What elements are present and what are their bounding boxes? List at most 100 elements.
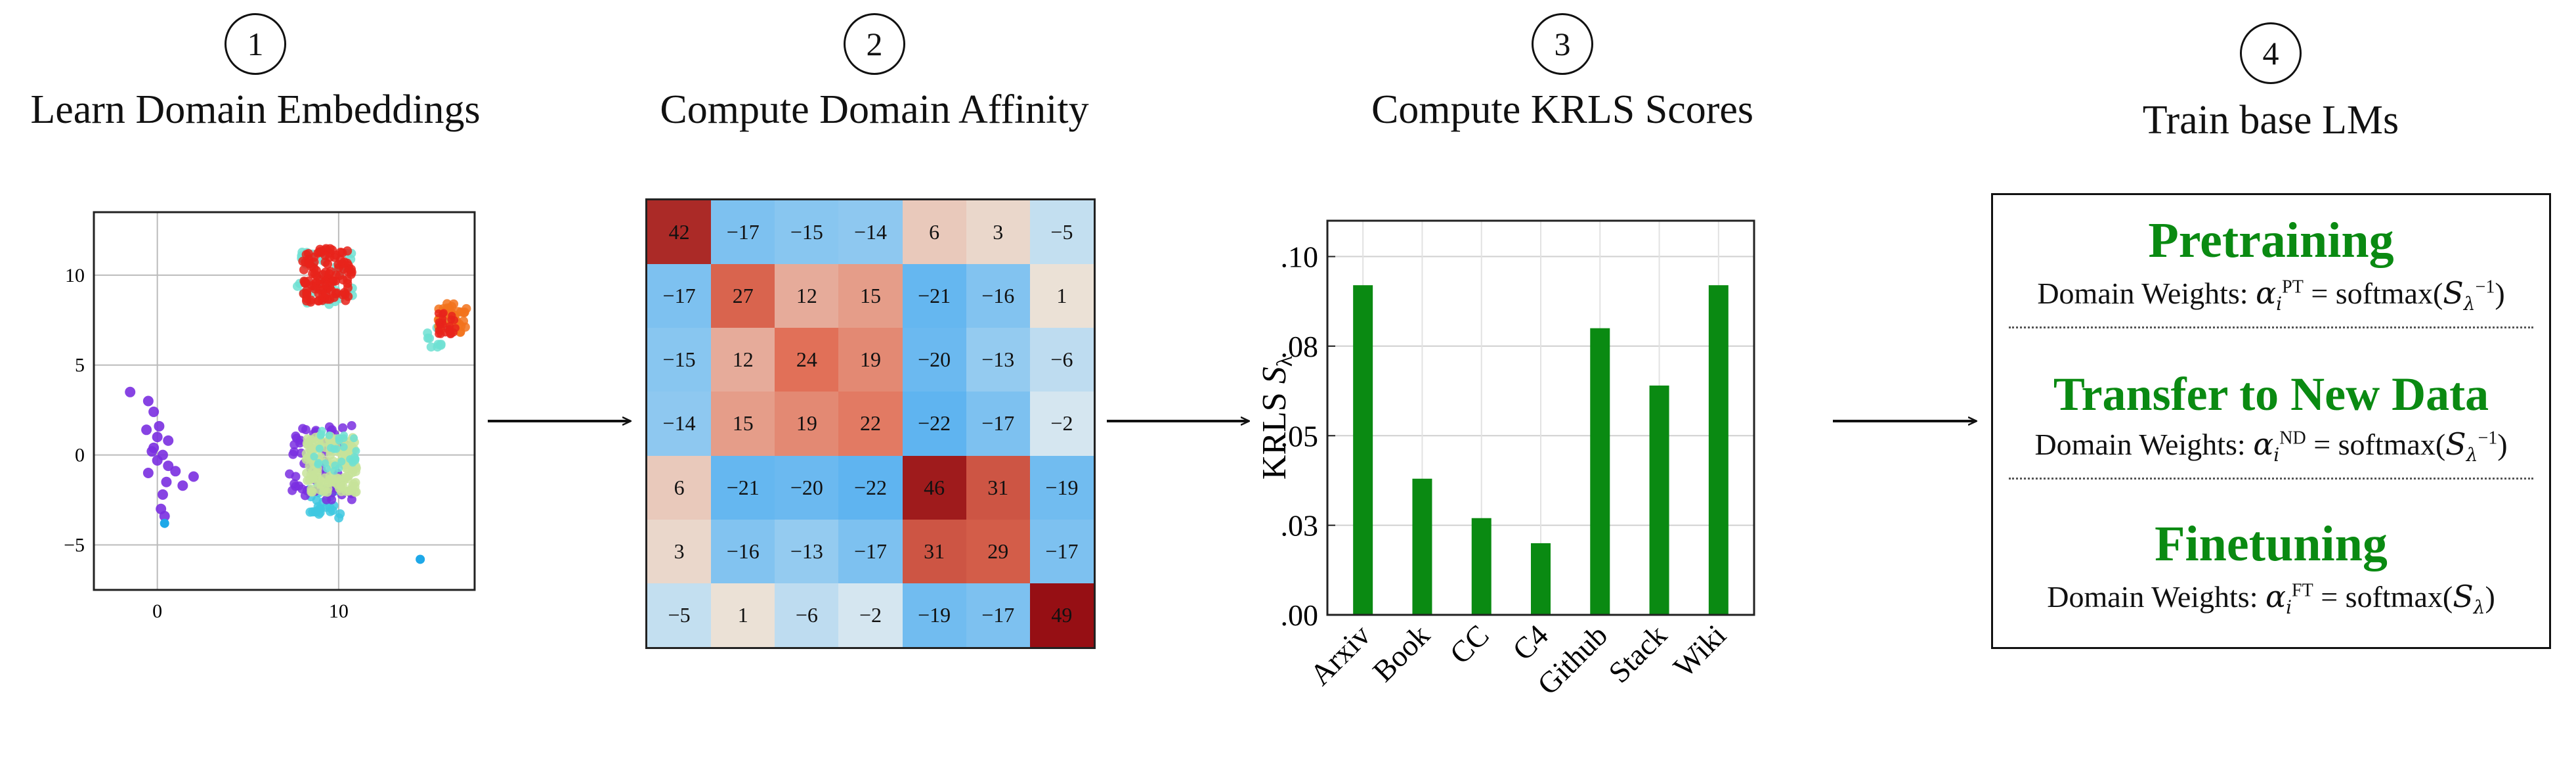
bar-y-tick-label: .10 [1281, 240, 1319, 274]
scatter-point [318, 426, 326, 435]
bar [1412, 478, 1432, 615]
scatter-point [290, 447, 299, 457]
scatter-point [154, 420, 165, 432]
bar [1590, 328, 1610, 615]
scatter-point [163, 460, 174, 472]
scatter-point [426, 342, 436, 352]
heatmap-cell: −16 [711, 519, 775, 583]
bar-chart-y-ticks: .00 .03 .05 .08 .10 [1281, 240, 1335, 632]
scatter-point [423, 333, 433, 343]
heatmap-cell: −5 [1029, 200, 1094, 265]
heatmap-cell: 12 [775, 264, 839, 328]
scatter-point [307, 484, 316, 494]
scatter-point [152, 455, 163, 466]
scatter-point [125, 386, 136, 397]
bar [1708, 285, 1728, 615]
heatmap-cell: 31 [902, 519, 966, 583]
heatmap-cell: −2 [1029, 392, 1094, 456]
scatter-point [347, 420, 356, 430]
heatmap-cell: 12 [711, 328, 775, 392]
scatter-y-tick: 5 [75, 355, 85, 376]
alpha-symbol: α [2256, 275, 2277, 311]
alpha-subscript: i [2286, 596, 2292, 619]
heatmap-cell: −22 [838, 455, 903, 520]
scatter-point [188, 471, 199, 482]
scatter-point [292, 281, 302, 291]
scatter-point [309, 474, 318, 483]
scatter-point [310, 269, 320, 279]
pretraining-title: Pretraining [2148, 213, 2394, 268]
bar-chart-frame [1326, 219, 1755, 616]
scatter-point [314, 509, 324, 519]
scatter-point [351, 453, 359, 461]
scatter-point [352, 447, 360, 455]
heatmap-cell: 3 [966, 200, 1030, 265]
heatmap-cell: −16 [966, 264, 1030, 328]
heatmap-cell: −6 [775, 583, 839, 647]
transfer-formula: Domain Weights: αiND = softmax(Sλ−1) [1993, 426, 2549, 466]
heatmap-cell: −19 [1029, 455, 1094, 520]
alpha-symbol: α [2265, 579, 2286, 614]
scatter-point [460, 307, 469, 317]
scatter-point [335, 247, 345, 257]
affinity-heatmap: 42 −17 −15 −14 6 3 −5 −17 27 12 15 −21 −16 1 −15 12 24 19… [645, 198, 1096, 649]
scatter-point [322, 464, 331, 473]
heatmap-cell: −17 [711, 200, 775, 265]
bar-x-tick-label: CC [1443, 618, 1495, 670]
divider-1 [2009, 326, 2533, 328]
finetuning-formula: Domain Weights: αiFT = softmax(Sλ) [1993, 579, 2549, 618]
scatter-point [325, 431, 333, 439]
alpha-superscript: ND [2279, 428, 2306, 449]
s-subscript: λ [2466, 444, 2478, 466]
step-3-circle: 3 [1532, 13, 1593, 75]
scatter-point [339, 257, 349, 267]
scatter-y-tick: −5 [64, 535, 85, 556]
train-lms-box: Pretraining Domain Weights: αiPT = softm… [1991, 193, 2551, 649]
heatmap-cell: 15 [711, 392, 775, 456]
bar-y-tick-label: .08 [1281, 330, 1319, 363]
scatter-point [177, 480, 188, 491]
scatter-point [301, 425, 311, 435]
s-subscript: λ [2463, 293, 2476, 315]
scatter-point [300, 279, 310, 288]
scatter-point [338, 482, 348, 491]
scatter-y-tick: 10 [65, 265, 85, 286]
scatter-point [322, 487, 332, 497]
scatter-x-tick: 0 [152, 600, 162, 622]
scatter-point [142, 395, 154, 407]
heatmap-cell: 31 [966, 455, 1030, 520]
finetuning-title: Finetuning [2155, 516, 2388, 572]
scatter-point [320, 250, 330, 260]
scatter-point [346, 264, 356, 274]
heatmap-cell: −15 [775, 200, 839, 265]
scatter-point [339, 443, 348, 451]
heatmap-cell: −5 [647, 583, 712, 647]
scatter-point [302, 290, 312, 300]
heatmap-cell: 15 [838, 264, 903, 328]
scatter-point [416, 554, 425, 564]
scatter-point [303, 249, 313, 259]
scatter-point [314, 459, 323, 467]
heatmap-cell: 1 [711, 583, 775, 647]
heatmap-cell: 6 [647, 455, 712, 520]
heatmap-cell: 27 [711, 264, 775, 328]
scatter-point [450, 316, 459, 325]
scatter-point [301, 449, 311, 459]
s-symbol: S [2453, 579, 2474, 614]
step-2-circle: 2 [844, 13, 905, 75]
scatter-point [437, 323, 445, 332]
pretraining-formula: Domain Weights: αiPT = softmax(Sλ−1) [1993, 275, 2549, 315]
heatmap-cell: −17 [966, 392, 1030, 456]
scatter-point [159, 510, 170, 522]
scatter-points [125, 244, 471, 564]
heatmap-cell: −14 [647, 392, 712, 456]
heatmap-cell: 1 [1029, 264, 1094, 328]
scatter-point [330, 445, 338, 453]
scatter-point [284, 469, 294, 479]
step-4-title: Train base LMs [2142, 98, 2399, 143]
bar-y-tick-label: .03 [1281, 509, 1319, 543]
scatter-point [142, 468, 154, 479]
close-paren: ) [2497, 428, 2508, 461]
